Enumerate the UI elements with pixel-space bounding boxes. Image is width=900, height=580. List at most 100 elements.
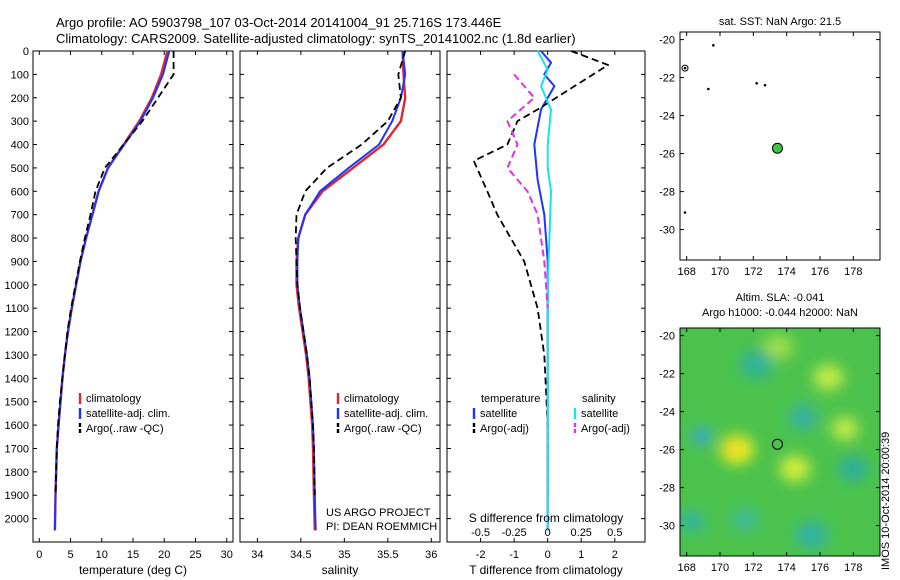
map-frame-3 bbox=[679, 31, 881, 261]
depth-tick-label: 1900 bbox=[5, 490, 29, 502]
sla-blob bbox=[838, 455, 869, 482]
plot-frame-1 bbox=[239, 50, 441, 543]
x-tick-label: 25 bbox=[189, 549, 201, 561]
sla-blob bbox=[680, 510, 705, 534]
sla-blobs bbox=[680, 334, 869, 550]
salinity-diff-tick-label: 0.5 bbox=[607, 527, 622, 539]
x-tick-label: 35 bbox=[338, 549, 350, 561]
depth-tick-label: 700 bbox=[11, 210, 29, 222]
sla-map-panel: 168 170 172 174 176 178 -20 -22 -24 -26 -28 -30 Alti… bbox=[659, 292, 881, 574]
map-lon-label: 172 bbox=[744, 562, 762, 574]
map-lat-label: -28 bbox=[659, 187, 675, 199]
sla-blob bbox=[731, 508, 759, 532]
nearby-profile-dot bbox=[755, 82, 758, 85]
float-position-marker bbox=[771, 438, 783, 450]
depth-tick-label: 0 bbox=[23, 46, 29, 58]
salinity-diff-axis-label: S difference from climatology bbox=[469, 511, 624, 525]
x-tick-label: 30 bbox=[221, 549, 233, 561]
sla-blob bbox=[740, 349, 774, 379]
sla-map-title: Altim. SLA: -0.041 bbox=[736, 292, 825, 304]
map-lat-label: -30 bbox=[659, 521, 675, 533]
map-lat-label: -22 bbox=[659, 369, 675, 381]
legend-label: satellite bbox=[480, 408, 517, 420]
plot-frame-0 bbox=[32, 50, 234, 543]
depth-tick-label: 1200 bbox=[5, 327, 29, 339]
sla-blob bbox=[763, 334, 794, 360]
x-axis-label: salinity bbox=[322, 563, 359, 577]
salinity-panel: 34 34.5 35 35.5 36 salinity climatology satelli… bbox=[239, 50, 441, 577]
series-line-satellite bbox=[533, 50, 556, 531]
depth-tick-label: 300 bbox=[11, 116, 29, 128]
nearby-profile-dot bbox=[707, 87, 710, 91]
x-tick-label: 10 bbox=[96, 549, 108, 561]
sla-blob bbox=[813, 364, 844, 391]
map-lon-label: 178 bbox=[844, 266, 862, 278]
legend-label: satellite-adj. clim. bbox=[86, 408, 170, 420]
legend-label: Argo(-adj) bbox=[480, 423, 529, 435]
sla-blob bbox=[788, 404, 819, 431]
x-tick-label: 34 bbox=[251, 549, 263, 561]
depth-tick-label: 1300 bbox=[5, 350, 29, 362]
x-axis-label: T difference from climatology bbox=[469, 563, 623, 577]
salinity-diff-tick-label: 0 bbox=[545, 527, 551, 539]
credits-line-1: US ARGO PROJECT bbox=[326, 507, 431, 519]
credits-line-2: PI: DEAN ROEMMICH bbox=[326, 521, 437, 533]
nearby-profile-dot bbox=[683, 211, 687, 214]
x-tick-label: 1 bbox=[578, 549, 584, 561]
depth-tick-label: 1800 bbox=[5, 467, 29, 479]
sla-blob bbox=[691, 427, 712, 445]
nearby-profile-dot bbox=[712, 44, 715, 47]
legend-label: satellite-adj. clim. bbox=[344, 408, 428, 420]
salinity-diff-tick-label: 0.25 bbox=[571, 527, 592, 539]
sla-field bbox=[680, 334, 869, 550]
legend-label: Argo(..raw -QC) bbox=[344, 423, 422, 435]
legend-label: satellite bbox=[581, 408, 618, 420]
series-line-climatology bbox=[53, 50, 169, 531]
map-lon-label: 168 bbox=[677, 562, 695, 574]
depth-tick-label: 1700 bbox=[5, 443, 29, 455]
depth-tick-label: 200 bbox=[11, 93, 29, 105]
map-lon-label: 176 bbox=[811, 562, 829, 574]
map-lon-label: 170 bbox=[711, 266, 729, 278]
depth-tick-label: 1400 bbox=[5, 373, 29, 385]
map-lat-label: -28 bbox=[659, 483, 675, 495]
legend-title-temperature: temperature bbox=[481, 393, 540, 405]
sst-map-panel: 168 170 172 174 176 178 -20 -22 -24 -26 -28 -30 sat.… bbox=[659, 16, 881, 278]
sla-background bbox=[680, 328, 880, 556]
x-tick-label: 0 bbox=[36, 549, 42, 561]
map-lat-label: -24 bbox=[659, 111, 675, 123]
map-lat-label: -24 bbox=[659, 407, 675, 419]
plot-frame-2 bbox=[446, 50, 646, 543]
depth-tick-label: 400 bbox=[11, 140, 29, 152]
x-tick-label: 0 bbox=[545, 549, 551, 561]
sla-blob bbox=[795, 520, 829, 550]
map-lon-label: 170 bbox=[711, 562, 729, 574]
x-tick-label: 15 bbox=[127, 549, 139, 561]
legend-label: Argo(..raw -QC) bbox=[86, 423, 164, 435]
difference-panel: -2 -1 0 1 2 T difference from climatology -0.5… bbox=[446, 50, 646, 577]
depth-tick-label: 100 bbox=[11, 69, 29, 81]
depth-tick-label: 900 bbox=[11, 256, 29, 268]
map-lon-label: 174 bbox=[777, 266, 795, 278]
map-lon-label: 168 bbox=[677, 266, 695, 278]
series-line-climatology bbox=[295, 50, 407, 531]
x-tick-label: -2 bbox=[476, 549, 486, 561]
map-lat-label: -22 bbox=[659, 73, 675, 85]
sla-blob bbox=[780, 455, 810, 482]
depth-tick-label: 1600 bbox=[5, 420, 29, 432]
map-lat-label: -20 bbox=[659, 331, 675, 343]
map-lon-label: 174 bbox=[777, 562, 795, 574]
map-lon-label: 172 bbox=[744, 266, 762, 278]
map-lat-label: -30 bbox=[659, 225, 675, 237]
series-line-satellite bbox=[53, 50, 171, 531]
sla-map-subtitle: Argo h1000: -0.044 h2000: NaN bbox=[702, 307, 858, 319]
salinity-diff-tick-label: -0.5 bbox=[471, 527, 490, 539]
legend-title-salinity: salinity bbox=[582, 393, 616, 405]
sla-blob bbox=[723, 439, 744, 457]
x-tick-label: -1 bbox=[509, 549, 519, 561]
map-lat-label: -26 bbox=[659, 445, 675, 457]
map-lat-label: -20 bbox=[659, 35, 675, 47]
x-tick-label: 36 bbox=[425, 549, 437, 561]
coast-marker bbox=[681, 64, 689, 72]
